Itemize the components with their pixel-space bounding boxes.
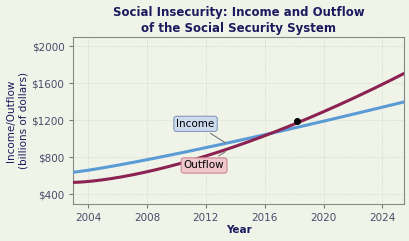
Title: Social Insecurity: Income and Outflow
of the Social Security System: Social Insecurity: Income and Outflow of… (113, 6, 364, 34)
Text: Income: Income (176, 119, 225, 143)
Text: Outflow: Outflow (183, 152, 225, 170)
Y-axis label: Income/Outflow
(billions of dollars): Income/Outflow (billions of dollars) (6, 72, 29, 169)
X-axis label: Year: Year (225, 225, 251, 235)
